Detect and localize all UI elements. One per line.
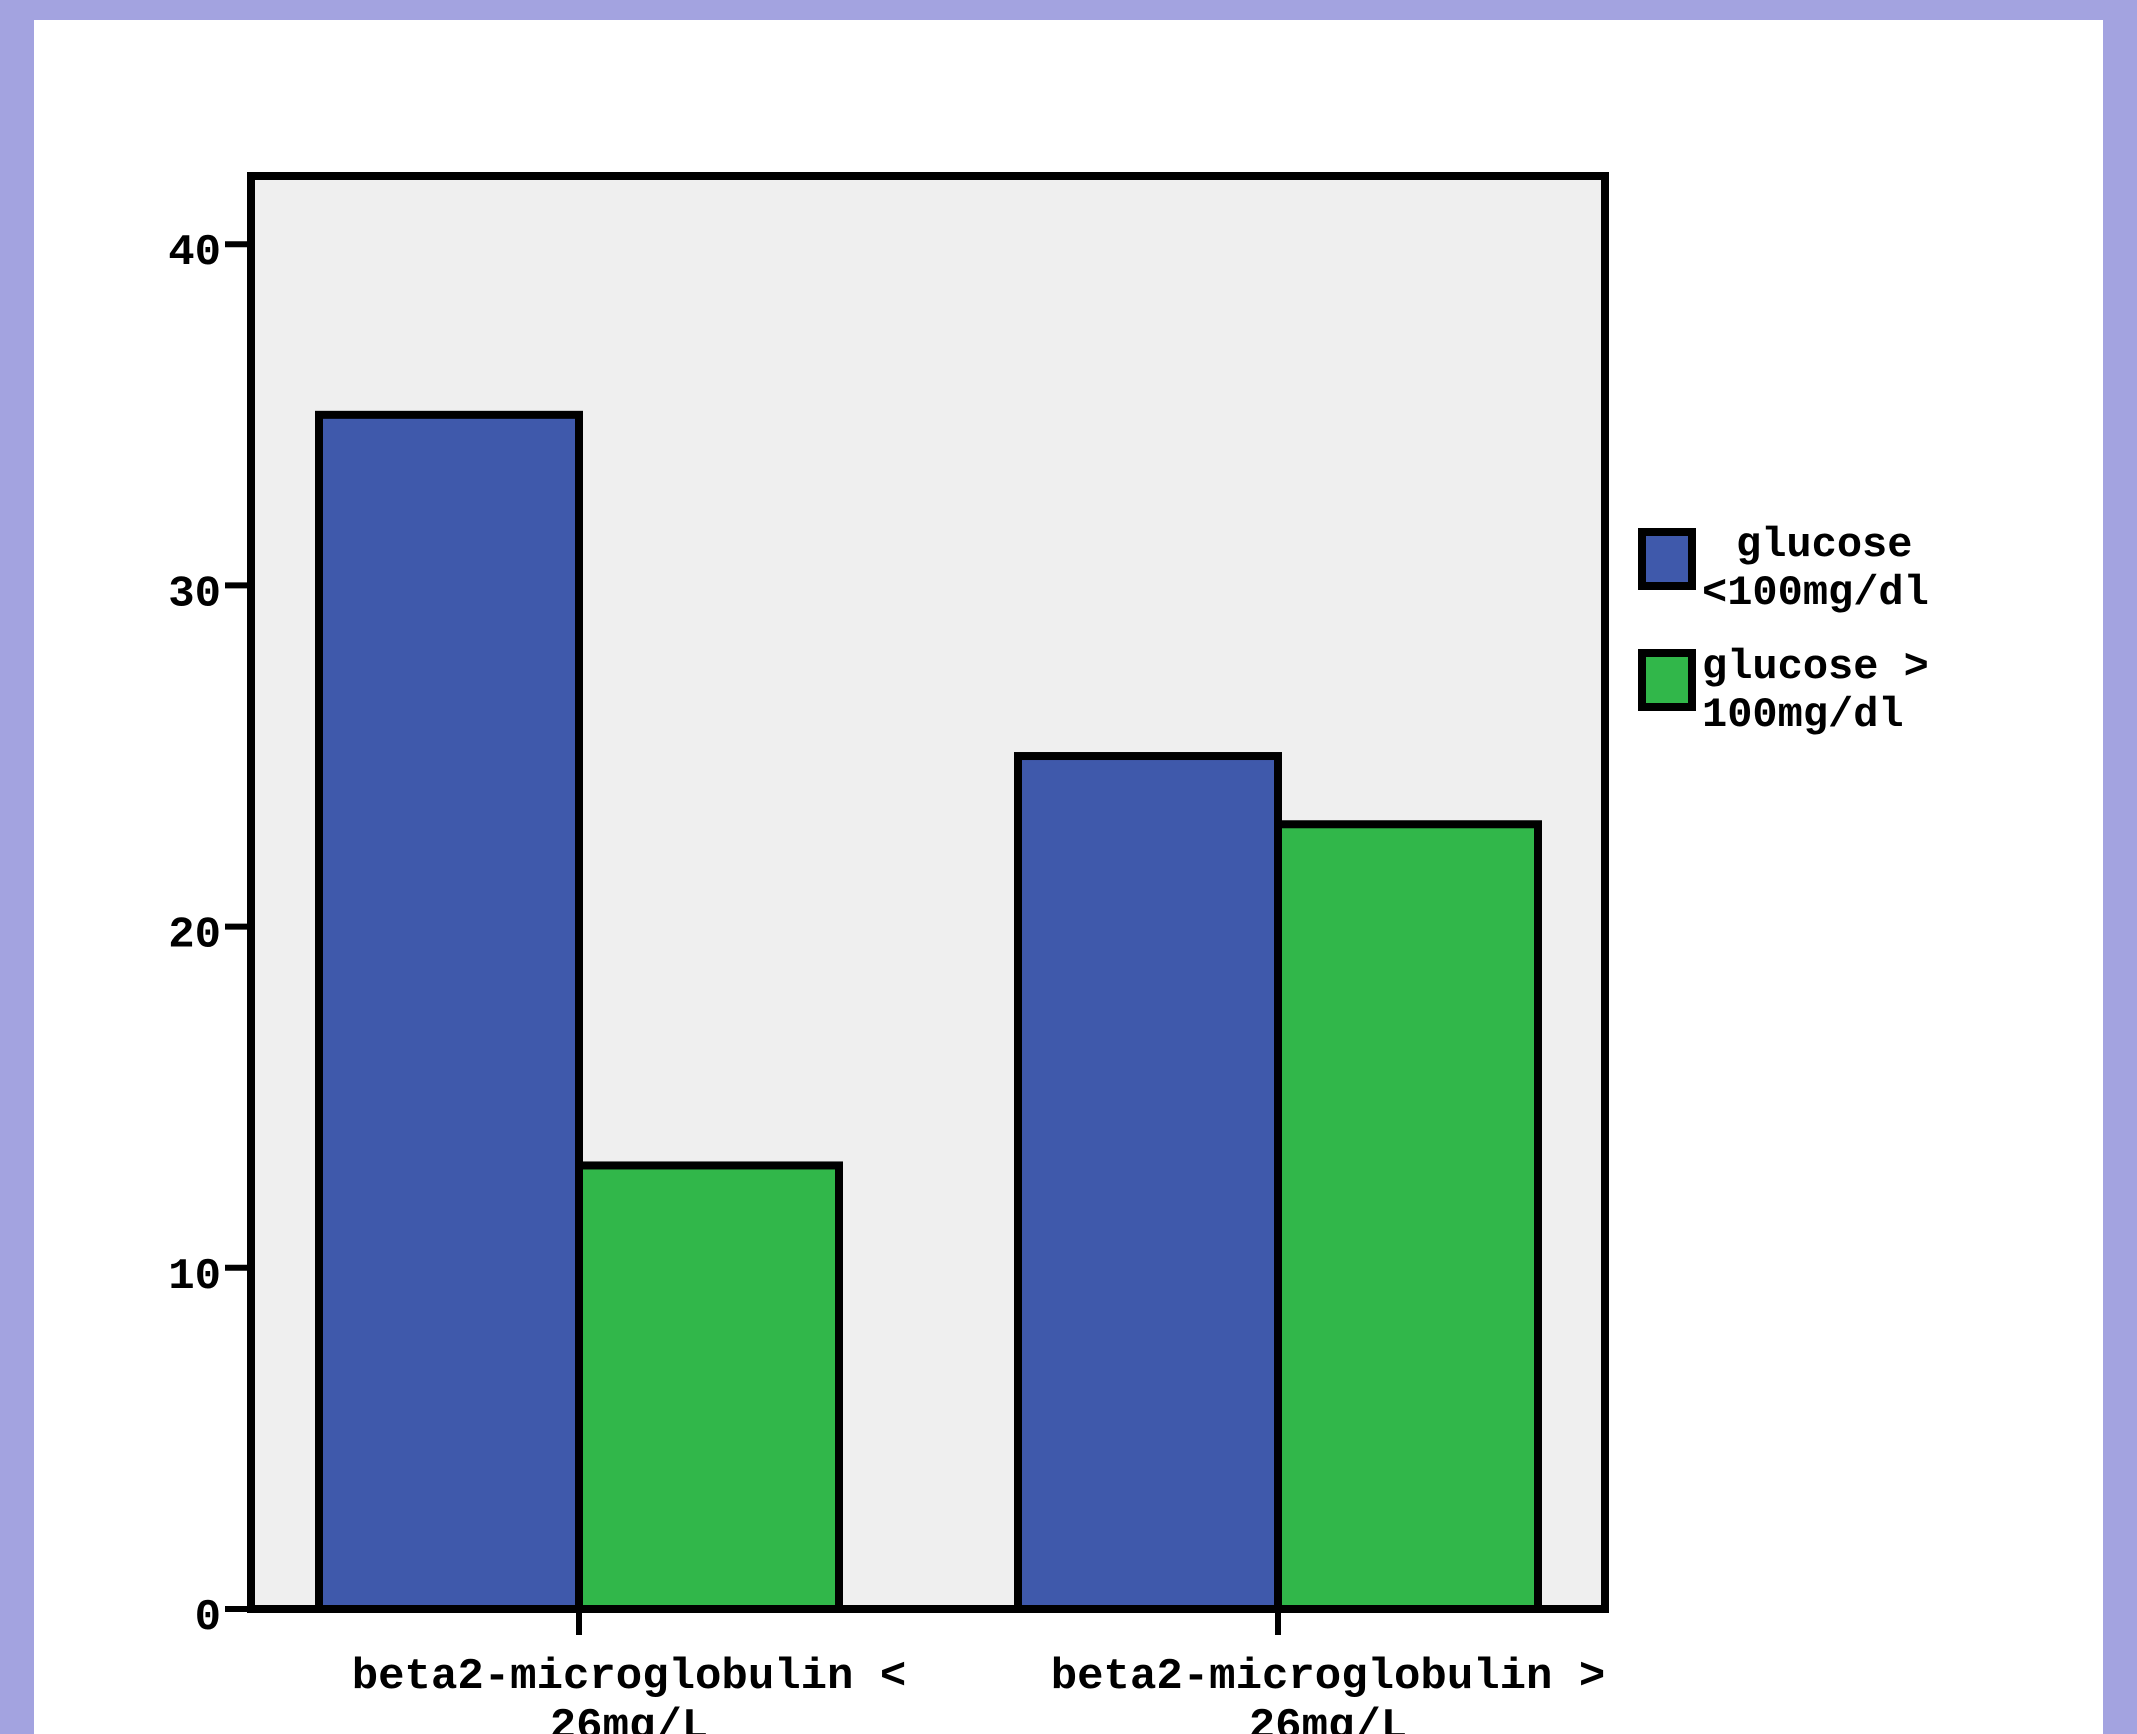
x-category-label: beta2-microglobulin <26mg/L bbox=[352, 1652, 907, 1734]
legend: glucose <100mg/dl glucose >100mg/dl bbox=[1638, 521, 1929, 739]
y-tick-label: 30 bbox=[168, 569, 221, 619]
y-axis: 0 10 20 30 40 bbox=[168, 228, 251, 1643]
bar-series-1-category-2 bbox=[1014, 752, 1282, 1613]
y-tick-label: 0 bbox=[195, 1593, 221, 1643]
bar-series-1-category-1 bbox=[315, 410, 583, 1613]
y-tick-label: 10 bbox=[168, 1252, 221, 1302]
y-tick-label: 40 bbox=[168, 228, 221, 278]
legend-label: glucose <100mg/dl bbox=[1702, 521, 1929, 617]
legend-label: glucose >100mg/dl bbox=[1702, 643, 1929, 739]
x-axis: beta2-microglobulin <26mg/L beta2-microgl… bbox=[352, 1609, 1606, 1734]
x-category-label: beta2-microglobulin >26mg/L bbox=[1051, 1652, 1606, 1734]
bar-series-2-category-2 bbox=[1274, 820, 1542, 1613]
plot-area bbox=[247, 172, 1609, 1613]
bar-series-2-category-1 bbox=[575, 1161, 843, 1613]
chart-frame: 0 10 20 30 40 beta2-microglobulin <26mg/L bet… bbox=[34, 20, 2103, 1734]
y-tick-label: 20 bbox=[168, 911, 221, 961]
legend-swatch bbox=[1638, 649, 1696, 711]
legend-swatch bbox=[1638, 528, 1696, 590]
